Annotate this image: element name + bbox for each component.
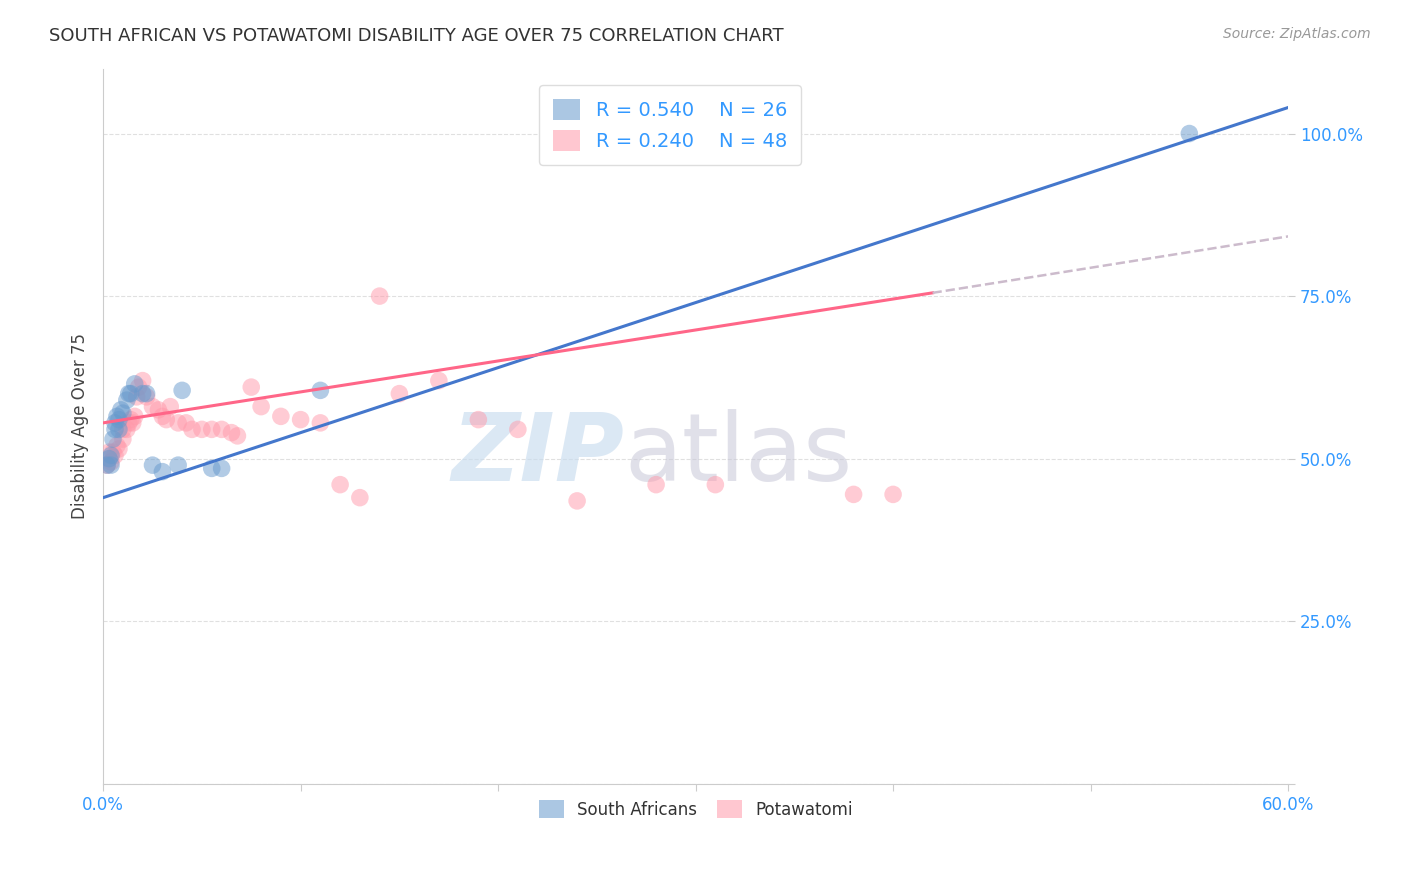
Point: [141, 458, 163, 472]
Point: [120, 412, 142, 426]
Text: Source: ZipAtlas.com: Source: ZipAtlas.com: [1223, 27, 1371, 41]
Point: [565, 494, 588, 508]
Point: [125, 390, 148, 404]
Legend: South Africans, Potawatomi: South Africans, Potawatomi: [531, 794, 859, 825]
Point: [105, 439, 128, 453]
Point: [111, 422, 134, 436]
Y-axis label: Disability Age Over 75: Disability Age Over 75: [72, 333, 89, 519]
Point: [427, 374, 450, 388]
Point: [101, 432, 124, 446]
Point: [104, 422, 127, 436]
Point: [506, 422, 529, 436]
Point: [128, 380, 150, 394]
Point: [135, 390, 157, 404]
Point: [111, 406, 134, 420]
Point: [309, 384, 332, 398]
Point: [150, 409, 173, 424]
Point: [250, 400, 273, 414]
Point: [368, 289, 391, 303]
Point: [150, 465, 173, 479]
Point: [108, 422, 131, 436]
Point: [131, 386, 153, 401]
Point: [167, 458, 190, 472]
Point: [329, 477, 352, 491]
Point: [111, 432, 134, 446]
Point: [309, 416, 332, 430]
Point: [110, 402, 132, 417]
Point: [104, 449, 127, 463]
Point: [226, 429, 249, 443]
Point: [124, 376, 146, 391]
Point: [98, 451, 121, 466]
Point: [155, 412, 177, 426]
Point: [704, 477, 727, 491]
Point: [388, 386, 411, 401]
Point: [201, 422, 224, 436]
Point: [101, 445, 124, 459]
Point: [167, 416, 190, 430]
Point: [211, 422, 233, 436]
Point: [135, 386, 157, 401]
Point: [270, 409, 292, 424]
Point: [211, 461, 233, 475]
Point: [131, 374, 153, 388]
Point: [124, 409, 146, 424]
Point: [98, 445, 121, 459]
Point: [159, 400, 181, 414]
Point: [148, 402, 170, 417]
Point: [141, 400, 163, 414]
Point: [842, 487, 865, 501]
Point: [115, 422, 138, 436]
Point: [100, 449, 122, 463]
Point: [120, 386, 142, 401]
Point: [181, 422, 204, 436]
Point: [240, 380, 263, 394]
Point: [290, 412, 312, 426]
Point: [882, 487, 904, 501]
Point: [191, 422, 214, 436]
Point: [645, 477, 668, 491]
Point: [118, 386, 141, 401]
Point: [121, 416, 143, 430]
Point: [467, 412, 489, 426]
Point: [118, 416, 141, 430]
Point: [172, 384, 194, 398]
Point: [115, 393, 138, 408]
Point: [221, 425, 243, 440]
Point: [104, 416, 127, 430]
Point: [96, 458, 118, 472]
Point: [201, 461, 224, 475]
Text: atlas: atlas: [624, 409, 853, 500]
Text: ZIP: ZIP: [451, 409, 624, 500]
Point: [100, 455, 122, 469]
Point: [349, 491, 371, 505]
Point: [96, 458, 118, 472]
Point: [105, 409, 128, 424]
Point: [108, 442, 131, 456]
Point: [100, 458, 122, 472]
Point: [174, 416, 197, 430]
Point: [1178, 127, 1201, 141]
Text: SOUTH AFRICAN VS POTAWATOMI DISABILITY AGE OVER 75 CORRELATION CHART: SOUTH AFRICAN VS POTAWATOMI DISABILITY A…: [49, 27, 783, 45]
Point: [108, 412, 131, 426]
